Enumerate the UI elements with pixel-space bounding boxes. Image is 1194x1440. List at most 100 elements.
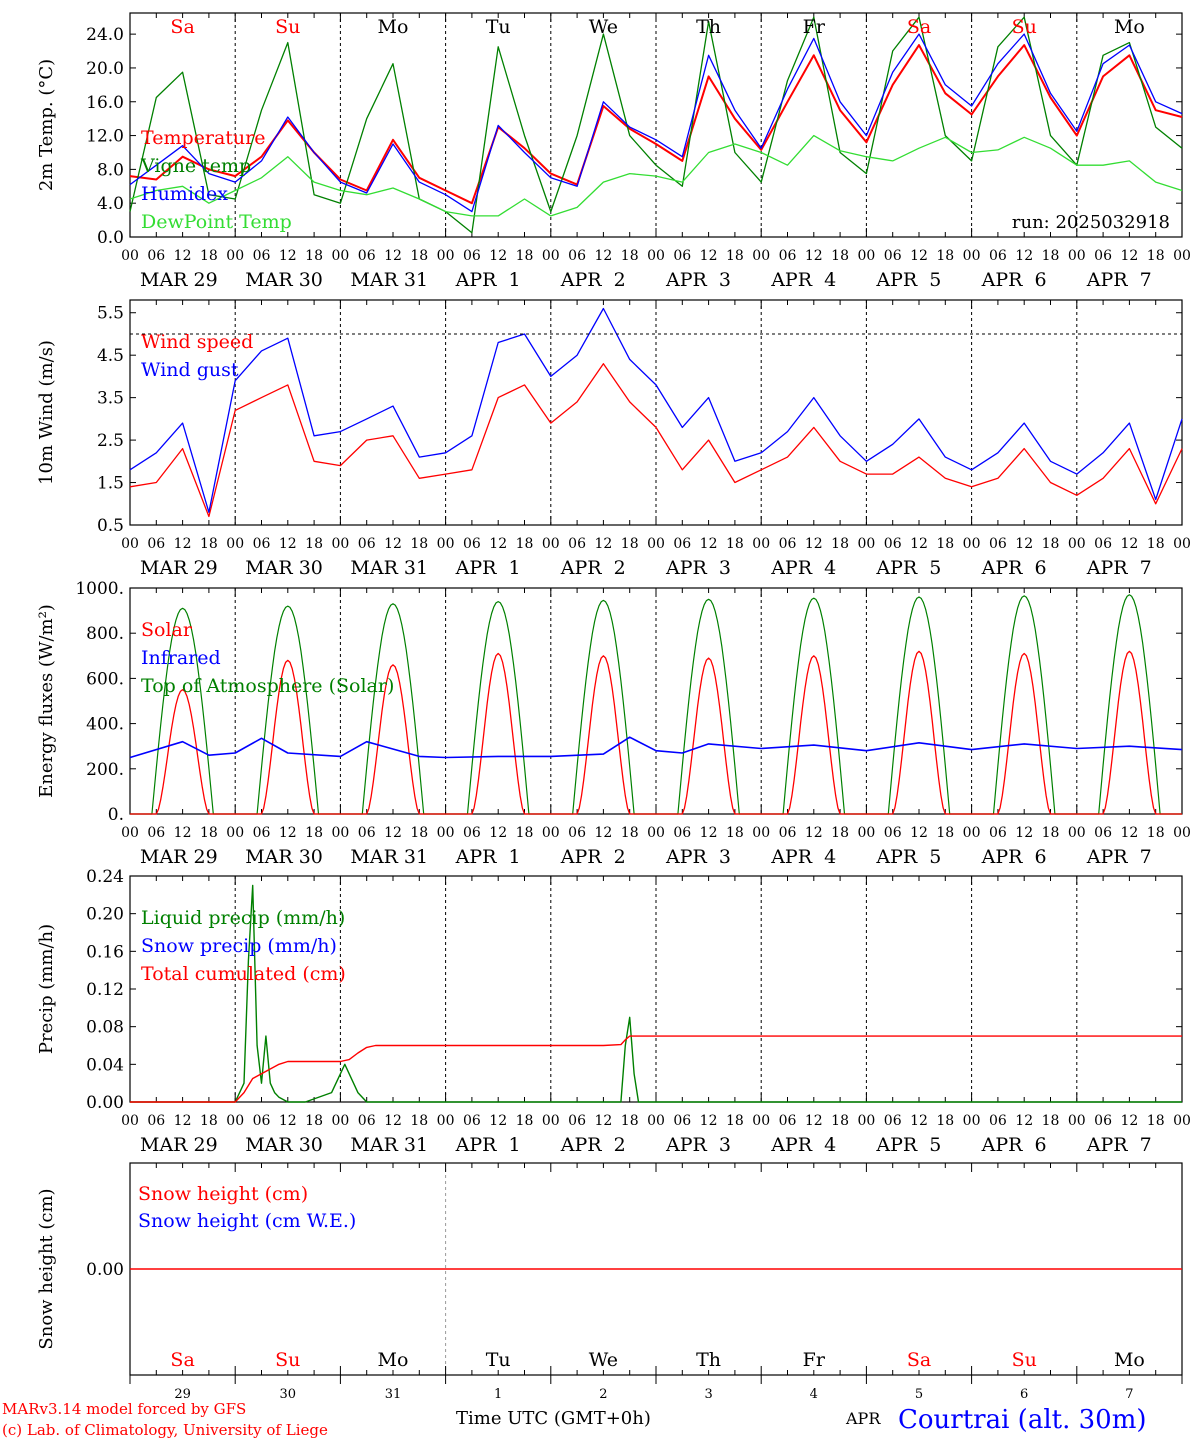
hour-label: 06 <box>253 536 271 552</box>
hour-label: 00 <box>647 248 665 264</box>
hour-label: 00 <box>542 1113 560 1129</box>
weekday-label-top: Fr <box>803 16 826 38</box>
weekday-label-bottom: Su <box>275 1349 300 1371</box>
legend-entry: Total cumulated (cm) <box>141 963 346 985</box>
y-axis-label: Precip (mm/h) <box>36 924 57 1054</box>
hour-label: 00 <box>752 1113 770 1129</box>
weekday-label-bottom: Mo <box>378 1349 409 1371</box>
hour-label: 00 <box>542 248 560 264</box>
hour-label: 06 <box>463 536 481 552</box>
weekday-label-bottom: Sa <box>170 1349 194 1371</box>
date-label: APR 5 <box>875 846 941 868</box>
date-label: APR 5 <box>875 1134 941 1156</box>
y-axis-label: 2m Temp. (°C) <box>36 59 57 191</box>
hour-label: 18 <box>1147 536 1165 552</box>
bottom-day-number: 5 <box>915 1387 923 1402</box>
weekday-label-bottom: Th <box>696 1349 721 1371</box>
hour-label: 12 <box>174 825 192 841</box>
hour-label: 00 <box>121 825 139 841</box>
hour-label: 18 <box>305 825 323 841</box>
hour-label: 00 <box>1068 536 1086 552</box>
hour-label: 00 <box>121 1113 139 1129</box>
hour-label: 12 <box>489 248 507 264</box>
hour-label: 00 <box>647 1113 665 1129</box>
date-label: MAR 31 <box>350 269 428 291</box>
bottom-day-number: 4 <box>810 1387 818 1402</box>
hour-label: 06 <box>884 1113 902 1129</box>
hour-label: 12 <box>384 825 402 841</box>
hour-label: 18 <box>305 536 323 552</box>
series-line-infrared <box>129 736 1183 759</box>
hour-label: 12 <box>1120 536 1138 552</box>
y-tick-label: 12.0 <box>86 127 124 147</box>
hour-label: 06 <box>568 536 586 552</box>
weekday-label-top: Tu <box>486 16 511 38</box>
hour-label: 12 <box>910 825 928 841</box>
y-axis-label: Snow height (cm) <box>36 1188 57 1349</box>
hour-label: 06 <box>884 248 902 264</box>
hour-label: 06 <box>463 1113 481 1129</box>
date-label: APR 2 <box>560 269 626 291</box>
hour-label: 00 <box>121 536 139 552</box>
date-label: APR 2 <box>560 557 626 579</box>
hour-label: 00 <box>226 1113 244 1129</box>
hour-label: 18 <box>305 1113 323 1129</box>
hour-label: 00 <box>542 536 560 552</box>
y-tick-label: 3.5 <box>97 389 124 409</box>
hour-label: 00 <box>857 1113 875 1129</box>
hour-label: 00 <box>963 1113 981 1129</box>
hour-label: 06 <box>884 825 902 841</box>
hour-label: 12 <box>279 825 297 841</box>
hour-label: 06 <box>1094 248 1112 264</box>
hour-label: 00 <box>1173 825 1191 841</box>
legend-entry: Wind gust <box>141 359 239 381</box>
hour-label: 00 <box>857 248 875 264</box>
weekday-label-bottom: Mo <box>1114 1349 1145 1371</box>
hour-label: 00 <box>226 248 244 264</box>
date-label: APR 4 <box>770 269 836 291</box>
hour-label: 00 <box>963 248 981 264</box>
date-label: MAR 30 <box>245 269 323 291</box>
hour-label: 00 <box>752 536 770 552</box>
hour-label: 18 <box>831 536 849 552</box>
date-label: MAR 31 <box>350 1134 428 1156</box>
hour-label: 12 <box>489 536 507 552</box>
hour-label: 12 <box>594 825 612 841</box>
date-label: APR 2 <box>560 1134 626 1156</box>
date-label: APR 1 <box>455 846 521 868</box>
hour-label: 12 <box>805 825 823 841</box>
hour-label: 18 <box>200 1113 218 1129</box>
hour-label: 00 <box>647 825 665 841</box>
date-label: APR 1 <box>455 269 521 291</box>
date-label: APR 4 <box>770 557 836 579</box>
hour-label: 18 <box>200 536 218 552</box>
hour-label: 00 <box>1068 248 1086 264</box>
hour-label: 00 <box>857 536 875 552</box>
y-tick-label: 0.12 <box>86 980 124 1000</box>
date-label: APR 5 <box>875 269 941 291</box>
hour-label: 06 <box>779 248 797 264</box>
hour-label: 18 <box>831 825 849 841</box>
date-label: MAR 29 <box>140 557 218 579</box>
hour-label: 06 <box>358 536 376 552</box>
date-label: MAR 29 <box>140 1134 218 1156</box>
run-label: run: 2025032918 <box>1012 212 1170 233</box>
series-line-dewpoint-temp <box>129 134 1183 217</box>
hour-label: 00 <box>1173 1113 1191 1129</box>
y-tick-label: 0.16 <box>86 942 124 962</box>
date-label: APR 2 <box>560 846 626 868</box>
hour-label: 06 <box>884 536 902 552</box>
hour-label: 00 <box>226 536 244 552</box>
hour-label: 12 <box>910 536 928 552</box>
weekday-label-bottom: Fr <box>803 1349 826 1371</box>
hour-label: 06 <box>779 536 797 552</box>
hour-label: 06 <box>1094 1113 1112 1129</box>
hour-label: 12 <box>1120 1113 1138 1129</box>
hour-label: 06 <box>673 248 691 264</box>
y-axis-label: Energy fluxes (W/m²) <box>36 604 57 798</box>
date-label: MAR 30 <box>245 846 323 868</box>
hour-label: 12 <box>279 536 297 552</box>
weekday-label-top: Su <box>1012 16 1037 38</box>
bottom-day-number: 1 <box>494 1387 502 1402</box>
series-line-liquid-precip-mm-h- <box>130 884 1182 1103</box>
